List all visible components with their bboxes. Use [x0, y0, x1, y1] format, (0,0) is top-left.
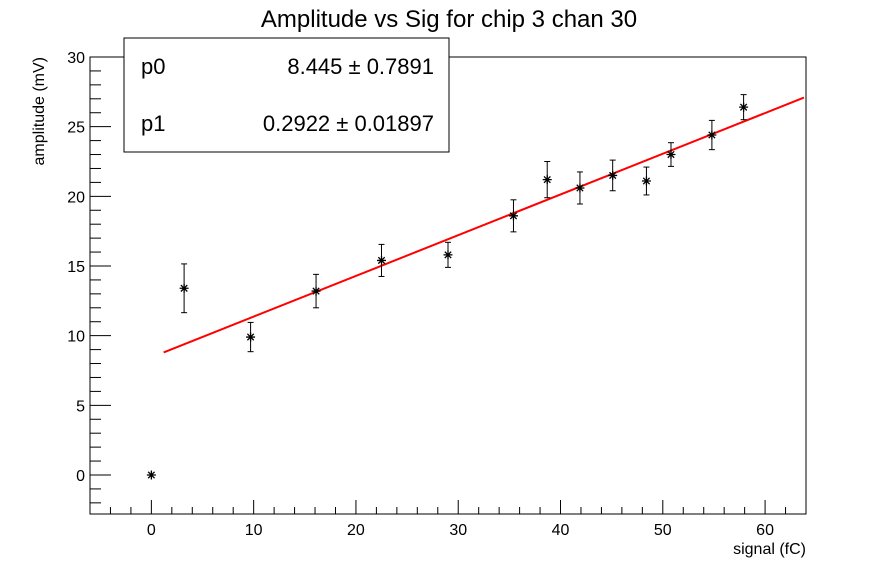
stat-p0-name: p0	[141, 54, 165, 79]
star-marker	[246, 332, 256, 342]
y-tick-label: 30	[67, 50, 85, 67]
star-marker	[311, 286, 321, 296]
fit-layer	[163, 96, 805, 354]
data-point	[641, 166, 651, 196]
stat-p1-name: p1	[141, 111, 165, 136]
star-marker	[739, 102, 749, 112]
fit-line	[163, 96, 805, 354]
star-marker	[508, 211, 518, 221]
x-tick-label: 50	[654, 522, 672, 539]
stats-box-frame	[123, 37, 450, 153]
data-point	[575, 171, 585, 205]
data-point	[508, 199, 518, 233]
stat-p1-value: 0.2922 ± 0.01897	[263, 111, 434, 136]
chart-title: Amplitude vs Sig for chip 3 chan 30	[261, 6, 637, 33]
x-axis-title: signal (fC)	[733, 541, 806, 558]
points-layer	[146, 94, 749, 480]
star-marker	[707, 130, 717, 140]
x-axis: 0 10 20 30 40 50 60	[89, 500, 807, 539]
star-marker	[608, 170, 618, 180]
data-point	[707, 119, 717, 151]
x-tick-label: 40	[552, 522, 570, 539]
y-axis-title: amplitude (mV)	[31, 57, 48, 165]
data-point	[608, 159, 618, 192]
y-tick-label: 10	[67, 329, 85, 346]
star-marker	[641, 176, 651, 186]
y-tick-label: 5	[76, 398, 85, 415]
y-tick-label: 25	[67, 120, 85, 137]
x-tick-label: 0	[147, 522, 156, 539]
data-point	[666, 142, 676, 167]
star-marker	[666, 150, 676, 160]
x-tick-label: 20	[347, 522, 365, 539]
x-tick-label: 10	[245, 522, 263, 539]
star-marker	[443, 250, 453, 260]
y-tick-label: 0	[76, 468, 85, 485]
y-tick-label: 20	[67, 189, 85, 206]
star-marker	[542, 175, 552, 185]
data-point	[443, 241, 453, 268]
x-tick-label: 30	[449, 522, 467, 539]
data-point	[246, 321, 256, 353]
data-point	[311, 273, 321, 309]
y-tick-label: 15	[67, 259, 85, 276]
star-marker	[575, 183, 585, 193]
stat-p0-value: 8.445 ± 0.7891	[287, 54, 434, 79]
star-marker	[146, 470, 156, 480]
data-point	[739, 94, 749, 121]
data-point	[146, 470, 156, 480]
y-axis: 0 5 10 15 20 25 30	[67, 50, 111, 504]
data-point	[542, 160, 552, 199]
data-point	[179, 263, 189, 314]
fit-stats-box: p0 8.445 ± 0.7891 p1 0.2922 ± 0.01897	[123, 37, 450, 153]
data-point	[377, 243, 387, 277]
star-marker	[377, 255, 387, 265]
x-tick-label: 60	[756, 522, 774, 539]
star-marker	[179, 283, 189, 293]
